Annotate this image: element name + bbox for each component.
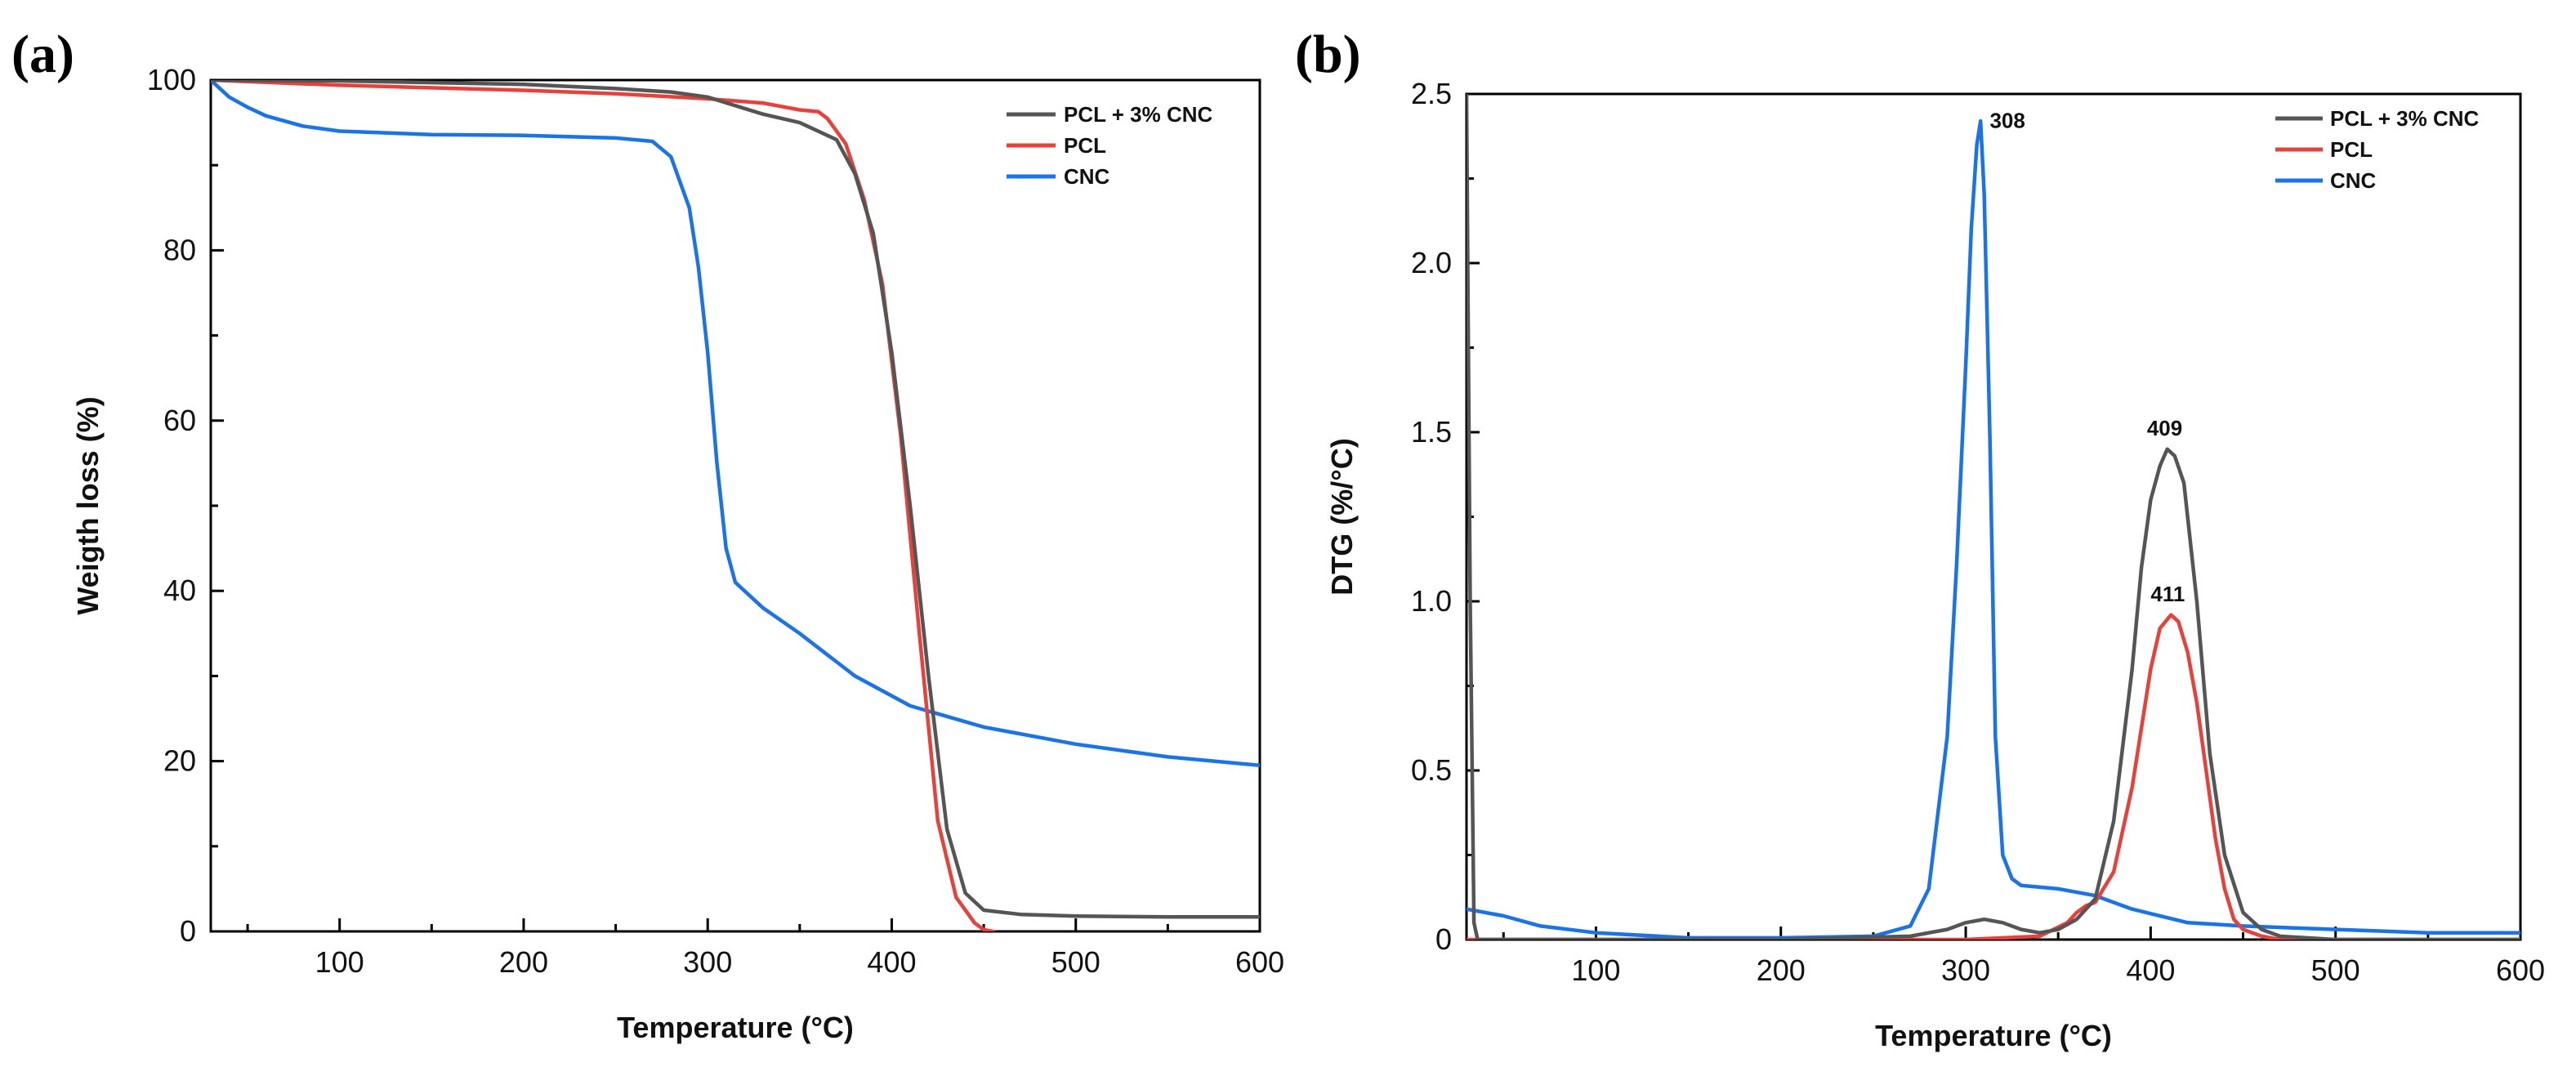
- y-tick-label: 2.0: [1411, 246, 1452, 279]
- x-tick-label: 600: [1235, 945, 1284, 979]
- y-tick-label: 0: [1435, 922, 1452, 956]
- y-tick-label: 0.5: [1411, 753, 1452, 787]
- peak-annotation: 411: [2150, 582, 2185, 606]
- y-tick-label: 100: [147, 63, 196, 96]
- legend-label: PCL: [1064, 133, 1106, 158]
- x-tick-label: 400: [867, 945, 916, 979]
- x-tick-label: 100: [315, 945, 364, 979]
- series-line-pcl-3-cnc: [211, 80, 1260, 919]
- series-line-pcl-3-cnc: [1467, 94, 2520, 940]
- x-axis-title: Temperature (°C): [1875, 1019, 2112, 1052]
- y-tick-label: 1.5: [1411, 415, 1452, 449]
- legend-label: PCL + 3% CNC: [2330, 106, 2480, 131]
- y-tick-label: 0: [180, 914, 196, 948]
- x-tick-label: 600: [2496, 953, 2545, 987]
- x-tick-label: 500: [1051, 945, 1100, 979]
- y-tick-label: 60: [163, 404, 196, 437]
- y-tick-label: 1.0: [1411, 584, 1452, 618]
- legend-label: PCL: [2330, 137, 2373, 162]
- x-tick-label: 300: [683, 945, 732, 979]
- x-tick-label: 400: [2126, 953, 2175, 987]
- series-line-pcl: [211, 80, 995, 931]
- y-tick-label: 2.5: [1411, 77, 1452, 110]
- y-tick-label: 80: [163, 233, 196, 266]
- panel-label: (a): [11, 25, 74, 84]
- chart-panel-a: (a) 100 200 300 400 500 600 0 20 40 60 80 100 Tempera…: [11, 25, 1284, 1044]
- y-axis-title: DTG (%/°C): [1325, 438, 1359, 595]
- series-line-pcl: [1467, 613, 2520, 940]
- peak-annotation: 409: [2147, 416, 2182, 440]
- peak-annotation: 308: [1989, 108, 2025, 132]
- x-tick-label: 100: [1571, 953, 1620, 987]
- y-tick-label: 40: [163, 574, 196, 607]
- legend-label: CNC: [1064, 164, 1110, 189]
- chart-panel-b: (b) 100 200 300 400 500 600 0 0.5 1.0 1.5 2.0 2.5 Tem…: [1295, 25, 2545, 1052]
- x-tick-label: 200: [499, 945, 548, 979]
- legend-label: CNC: [2330, 168, 2377, 193]
- x-tick-label: 200: [1757, 953, 1806, 987]
- panel-label: (b): [1295, 25, 1361, 84]
- series-line-cnc: [211, 80, 1260, 768]
- y-tick-label: 20: [163, 744, 196, 778]
- x-axis-title: Temperature (°C): [617, 1011, 854, 1044]
- x-tick-label: 300: [1941, 953, 1990, 987]
- x-tick-label: 500: [2311, 953, 2360, 987]
- legend-label: PCL + 3% CNC: [1064, 102, 1213, 127]
- y-axis-title: Weigth loss (%): [71, 396, 105, 614]
